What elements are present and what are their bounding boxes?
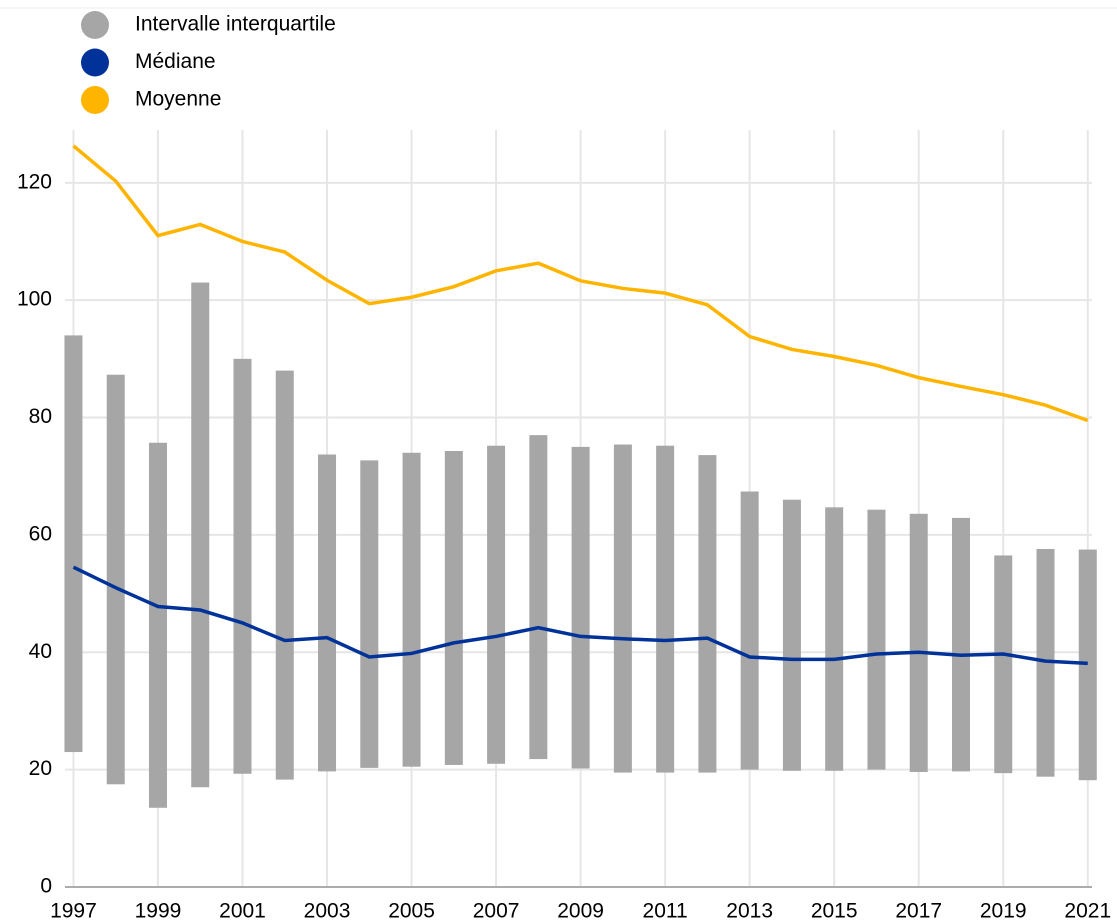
- range-bar: [571, 446, 590, 769]
- x-tick-label: 2009: [557, 900, 604, 923]
- x-tick-label: 2001: [219, 900, 266, 923]
- range-bar: [148, 442, 167, 808]
- legend-marker: [81, 48, 109, 77]
- x-tick-label: 2011: [643, 900, 688, 923]
- line: [72, 565, 1088, 666]
- x-tick-label: 2017: [895, 900, 942, 923]
- legend-marker: [81, 11, 109, 39]
- range-bar: [867, 509, 886, 770]
- x-tick-label: 2007: [473, 900, 520, 923]
- range-bar: [529, 435, 548, 760]
- x-tick-label: 2005: [388, 900, 435, 923]
- x-tick-label: 2015: [811, 900, 858, 923]
- range-bar: [191, 282, 210, 788]
- legend-marker: [81, 86, 109, 114]
- range-bar: [909, 513, 928, 772]
- y-tick-label: 80: [29, 405, 52, 428]
- range-bar: [64, 335, 83, 753]
- range-bar: [444, 450, 463, 765]
- range-bar: [360, 460, 379, 768]
- range-bar: [782, 499, 801, 771]
- range-bar: [487, 445, 506, 764]
- y-tick-label: 0: [40, 875, 52, 898]
- x-tick-label: 1997: [50, 900, 97, 923]
- legend-label: Intervalle interquartile: [135, 13, 336, 36]
- line: [72, 144, 1089, 423]
- y-tick-label: 60: [29, 522, 52, 545]
- range-bar: [825, 507, 844, 771]
- range-bar: [318, 454, 337, 772]
- range-bar: [656, 445, 675, 773]
- range-bar: [994, 555, 1013, 774]
- range-bar: [613, 444, 632, 773]
- legend-label: Moyenne: [135, 88, 221, 111]
- range-bar: [698, 455, 717, 773]
- range-bar: [740, 491, 759, 770]
- range-bar: [275, 370, 294, 780]
- range-bar: [1036, 548, 1055, 777]
- y-tick-label: 40: [29, 640, 52, 663]
- x-tick-label: 2019: [980, 900, 1027, 923]
- x-tick-label: 2021: [1064, 900, 1111, 923]
- x-tick-label: 2003: [304, 900, 351, 923]
- range-bar: [951, 517, 970, 772]
- range-bar: [402, 452, 421, 767]
- y-tick-label: 100: [17, 288, 52, 311]
- range-bar: [233, 358, 252, 774]
- y-tick-label: 20: [29, 757, 52, 780]
- y-tick-label: 120: [17, 170, 52, 193]
- range-bar: [1078, 549, 1097, 781]
- x-tick-label: 2013: [726, 900, 773, 923]
- x-tick-label: 1999: [135, 900, 182, 923]
- legend-label: Médiane: [135, 50, 216, 73]
- range-bar: [106, 374, 125, 785]
